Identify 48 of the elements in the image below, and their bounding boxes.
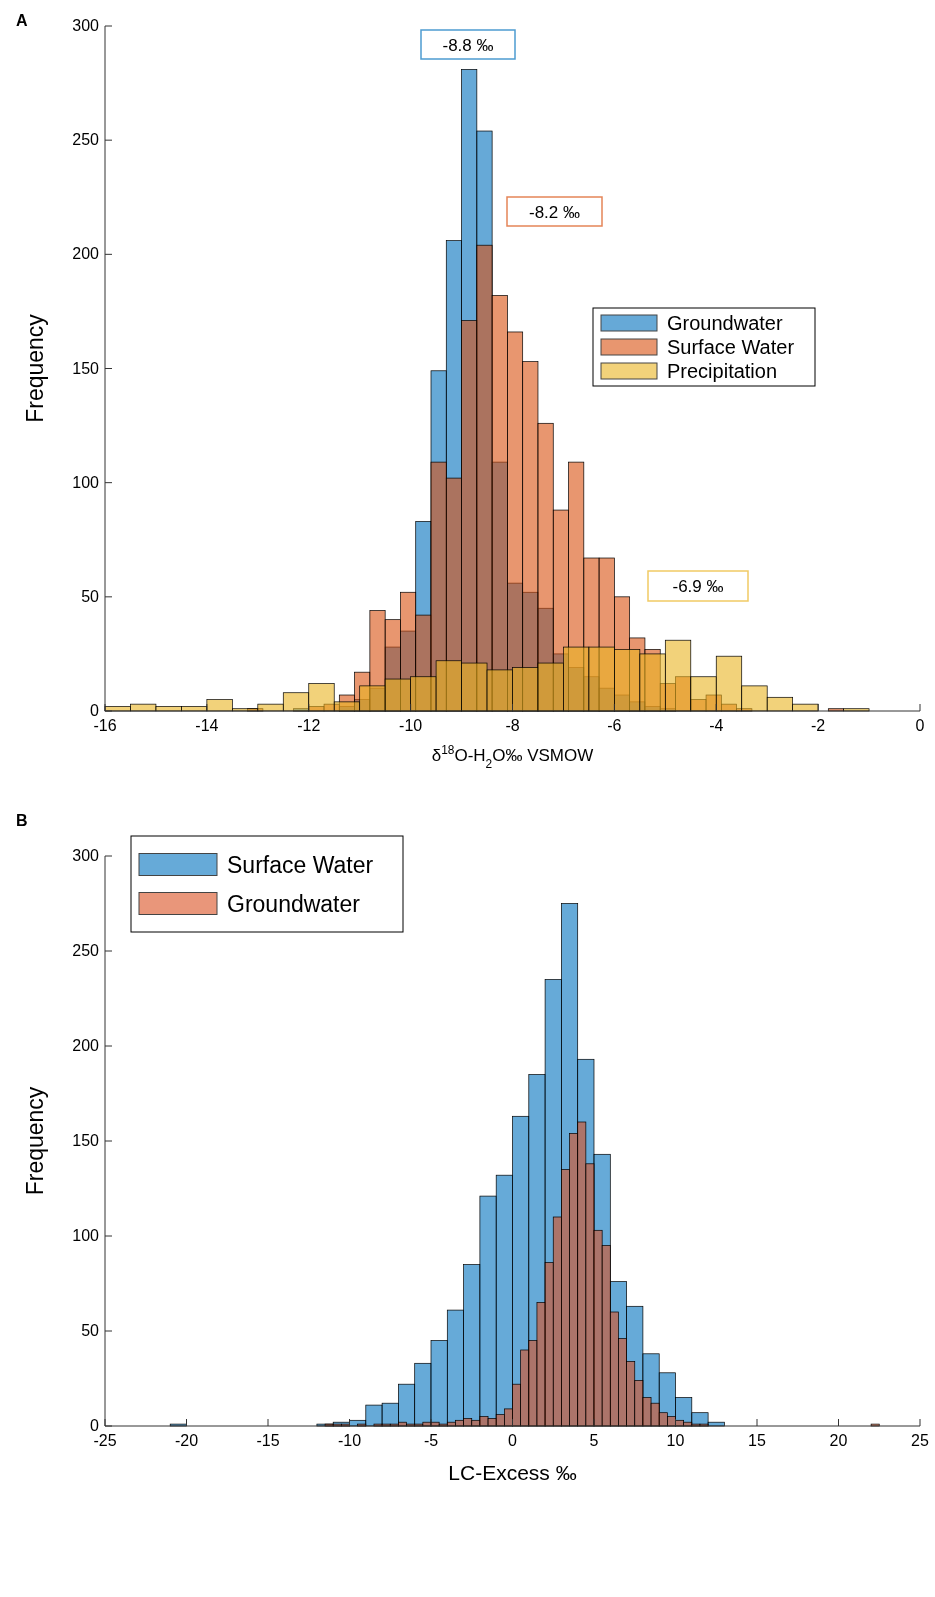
annotation: -8.2 ‰ <box>528 202 581 222</box>
x-tick-label: -25 <box>93 1432 117 1449</box>
x-tick-label: -2 <box>811 717 826 734</box>
y-tick-label: 200 <box>72 245 100 263</box>
x-tick-label: 0 <box>508 1432 518 1449</box>
y-tick-label: 150 <box>72 1132 100 1149</box>
y-axis-title: Frequency <box>22 1086 48 1196</box>
chart-title: A <box>16 12 28 29</box>
legend-label: Groundwater <box>667 312 783 335</box>
x-tick-label: 15 <box>748 1432 766 1449</box>
y-tick-label: 50 <box>81 587 100 605</box>
x-tick-label: -8 <box>505 717 520 734</box>
y-tick-label: 250 <box>72 131 100 149</box>
x-tick-label: -10 <box>399 717 423 734</box>
legend-label: Surface Water <box>227 851 374 878</box>
legend-label: Groundwater <box>227 890 361 917</box>
chart-title: B <box>16 812 28 829</box>
y-axis-title: Frequency <box>22 313 48 423</box>
y-tick-label: 0 <box>90 1417 100 1434</box>
x-tick-label: -20 <box>174 1432 199 1449</box>
x-tick-label: 0 <box>915 717 925 734</box>
x-axis-title: δ$^{18}$O-H$_{2}$O‰ VSMOW <box>431 743 594 771</box>
y-tick-label: 50 <box>81 1322 100 1339</box>
x-tick-label: -6 <box>607 717 622 734</box>
x-tick-label: -16 <box>93 717 117 734</box>
x-tick-label: 10 <box>666 1432 685 1449</box>
annotation: -6.9 ‰ <box>672 577 724 596</box>
y-tick-label: 250 <box>72 942 100 959</box>
y-tick-label: 100 <box>72 473 100 491</box>
y-tick-label: 0 <box>90 702 100 719</box>
y-tick-label: 300 <box>72 17 100 34</box>
y-tick-label: 150 <box>72 359 100 377</box>
y-tick-label: 100 <box>72 1227 100 1244</box>
legend-label: Surface Water <box>667 336 795 359</box>
x-tick-label: 25 <box>911 1432 929 1449</box>
x-tick-label: 5 <box>589 1432 599 1449</box>
x-tick-label: -5 <box>423 1432 439 1449</box>
x-axis-title: LC-Excess ‰ <box>448 1461 577 1484</box>
y-tick-label: 200 <box>72 1037 100 1054</box>
annotation: -8.8 ‰ <box>442 35 494 55</box>
y-tick-label: 300 <box>72 847 100 864</box>
x-tick-label: -12 <box>297 717 321 734</box>
legend-label: Precipitation <box>667 360 778 383</box>
x-tick-label: -14 <box>195 717 219 734</box>
x-tick-label: -15 <box>256 1432 280 1449</box>
x-tick-label: 20 <box>829 1432 848 1449</box>
x-tick-label: -4 <box>709 717 724 734</box>
x-tick-label: -10 <box>337 1432 362 1449</box>
